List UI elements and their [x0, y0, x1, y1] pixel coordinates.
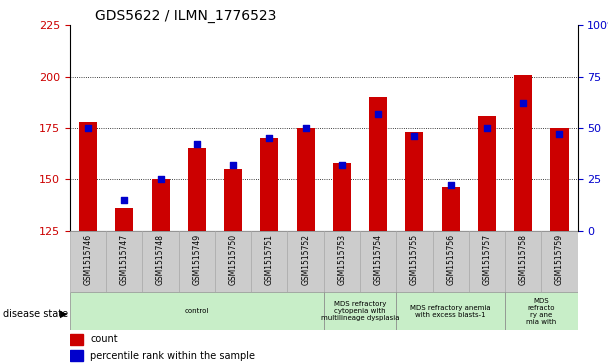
Text: count: count [90, 334, 118, 344]
Point [337, 162, 347, 168]
FancyBboxPatch shape [505, 231, 541, 292]
Text: GSM1515755: GSM1515755 [410, 234, 419, 285]
FancyBboxPatch shape [505, 292, 578, 330]
Bar [333, 163, 351, 231]
Bar [70, 350, 83, 362]
FancyBboxPatch shape [432, 231, 469, 292]
Point [410, 133, 420, 139]
Text: GSM1515753: GSM1515753 [337, 234, 347, 285]
FancyBboxPatch shape [70, 231, 106, 292]
FancyBboxPatch shape [469, 231, 505, 292]
FancyBboxPatch shape [360, 231, 396, 292]
FancyBboxPatch shape [251, 231, 288, 292]
FancyBboxPatch shape [70, 292, 323, 330]
Text: MDS
refracto
ry ane
mia with: MDS refracto ry ane mia with [526, 298, 556, 325]
Point [119, 197, 129, 203]
Text: ▶: ▶ [60, 309, 67, 319]
Point [192, 142, 202, 147]
Bar [188, 148, 206, 231]
Text: GSM1515757: GSM1515757 [482, 234, 491, 285]
Text: GSM1515750: GSM1515750 [229, 234, 238, 285]
Text: GSM1515756: GSM1515756 [446, 234, 455, 285]
Point [519, 101, 528, 106]
FancyBboxPatch shape [323, 292, 396, 330]
FancyBboxPatch shape [179, 231, 215, 292]
Bar [224, 169, 242, 231]
FancyBboxPatch shape [323, 231, 360, 292]
Point [228, 162, 238, 168]
Text: disease state: disease state [3, 309, 68, 319]
Point [554, 131, 564, 137]
Point [83, 125, 93, 131]
Text: GSM1515751: GSM1515751 [265, 234, 274, 285]
Bar [79, 122, 97, 231]
Bar [514, 75, 532, 231]
Point [264, 135, 274, 141]
Bar [478, 116, 496, 231]
Text: MDS refractory
cytopenia with
multilineage dysplasia: MDS refractory cytopenia with multilinea… [321, 301, 399, 321]
Text: percentile rank within the sample: percentile rank within the sample [90, 351, 255, 361]
Text: GSM1515746: GSM1515746 [83, 234, 92, 285]
FancyBboxPatch shape [215, 231, 251, 292]
Bar [369, 97, 387, 231]
Bar [406, 132, 424, 231]
Text: GSM1515748: GSM1515748 [156, 234, 165, 285]
FancyBboxPatch shape [396, 292, 505, 330]
FancyBboxPatch shape [142, 231, 179, 292]
Point [482, 125, 492, 131]
Bar [151, 179, 170, 231]
Point [301, 125, 311, 131]
Text: GSM1515754: GSM1515754 [374, 234, 382, 285]
Text: GSM1515747: GSM1515747 [120, 234, 129, 285]
Text: control: control [185, 308, 209, 314]
Bar [116, 208, 133, 231]
Point [156, 176, 165, 182]
FancyBboxPatch shape [106, 231, 142, 292]
Text: GSM1515749: GSM1515749 [192, 234, 201, 285]
Bar [260, 138, 278, 231]
Bar [441, 187, 460, 231]
Point [373, 111, 383, 117]
Point [446, 183, 455, 188]
Text: GSM1515752: GSM1515752 [301, 234, 310, 285]
Bar [297, 128, 315, 231]
Text: GDS5622 / ILMN_1776523: GDS5622 / ILMN_1776523 [95, 9, 277, 23]
Text: GSM1515758: GSM1515758 [519, 234, 528, 285]
Bar [550, 128, 568, 231]
FancyBboxPatch shape [541, 231, 578, 292]
FancyBboxPatch shape [396, 231, 432, 292]
Bar [70, 334, 83, 345]
FancyBboxPatch shape [288, 231, 323, 292]
Text: GSM1515759: GSM1515759 [555, 234, 564, 285]
Text: MDS refractory anemia
with excess blasts-1: MDS refractory anemia with excess blasts… [410, 305, 491, 318]
